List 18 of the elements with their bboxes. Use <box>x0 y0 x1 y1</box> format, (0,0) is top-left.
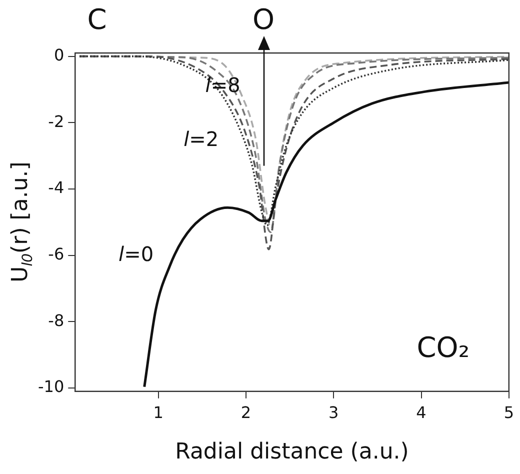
y-tick-label: -8 <box>48 310 64 330</box>
y-tick-label: -2 <box>48 112 64 131</box>
annotation: CO₂ <box>416 330 470 364</box>
series-label: l=8 <box>205 73 240 98</box>
series-label: l=2 <box>184 127 219 152</box>
y-tick-label: -6 <box>48 244 64 264</box>
x-tick-label: 4 <box>416 403 426 422</box>
y-tick-label: -4 <box>48 178 64 198</box>
y-tick-label: -10 <box>38 377 64 396</box>
x-tick-label: 5 <box>504 403 514 422</box>
x-tick-label: 3 <box>328 403 339 422</box>
x-tick-label: 1 <box>153 403 164 422</box>
annotation: O <box>252 3 275 36</box>
y-tick-label: 0 <box>54 45 64 64</box>
series-label: l=0 <box>118 242 154 266</box>
x-tick-label: 2 <box>240 403 252 422</box>
x-axis-title: Radial distance (a.u.) <box>175 440 409 465</box>
text: C <box>87 3 107 36</box>
